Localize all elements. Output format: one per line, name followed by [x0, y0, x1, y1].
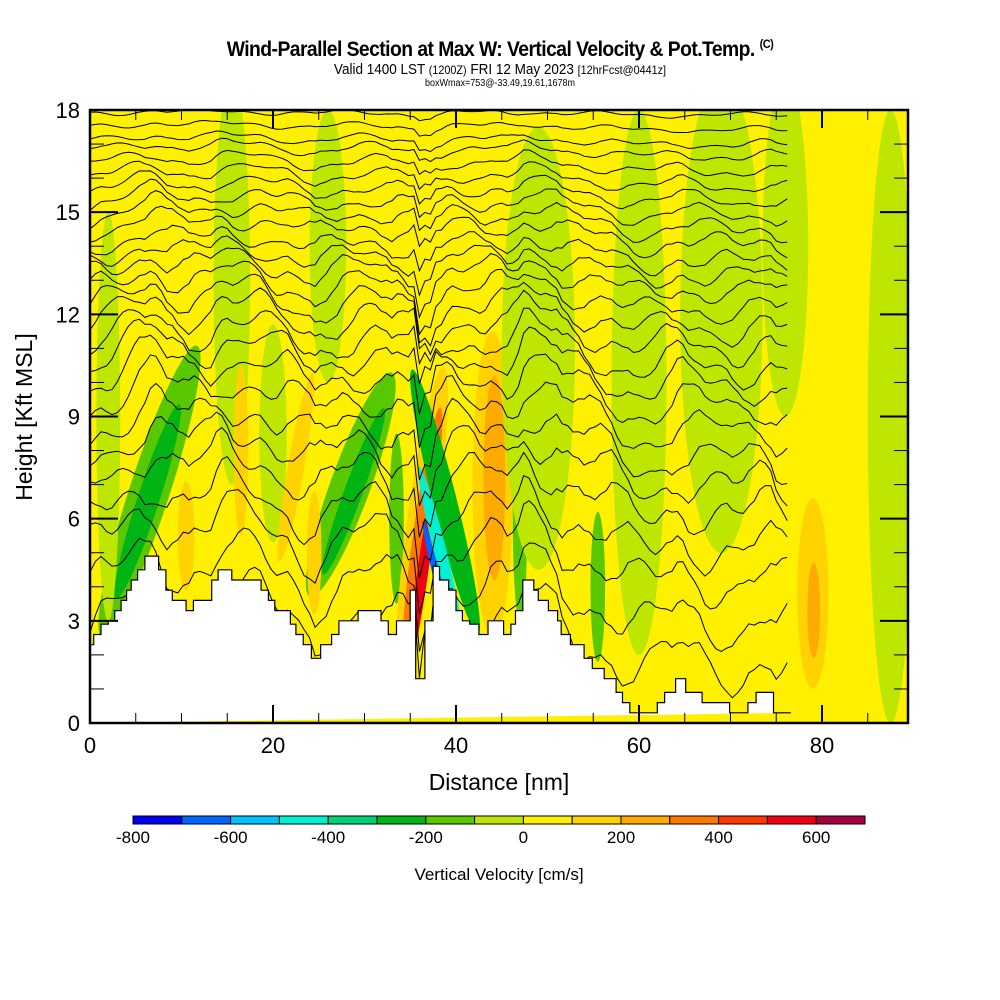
- colorbar-tick-label: 200: [607, 828, 635, 847]
- velocity-cell: [410, 369, 480, 634]
- x-tick-label: 80: [810, 733, 834, 758]
- isentrope-line: [90, 354, 788, 458]
- isentrope-line: [90, 382, 788, 486]
- isentrope-line: [90, 455, 788, 579]
- colorbar-swatch: [620, 815, 671, 825]
- velocity-cell: [306, 491, 322, 615]
- colorbar-tick-label: 600: [802, 828, 830, 847]
- isentrope-line: [90, 178, 788, 227]
- colorbar-swatch: [571, 815, 622, 825]
- colorbar-swatch: [766, 815, 817, 825]
- isentrope-line: [90, 110, 788, 122]
- isentrope-line: [90, 287, 788, 369]
- x-tick-label: 0: [84, 733, 96, 758]
- colorbar-swatch: [522, 815, 573, 825]
- isentrope-line: [90, 99, 787, 108]
- y-tick-label: 18: [56, 98, 80, 123]
- y-tick-label: 0: [68, 711, 80, 736]
- colorbar-tick-label: -600: [214, 828, 248, 847]
- velocity-cell: [233, 365, 249, 536]
- isentrope-line: [90, 137, 788, 163]
- y-tick-label: 6: [68, 507, 80, 532]
- x-tick-label: 40: [444, 733, 468, 758]
- colorbar-swatch: [669, 815, 720, 825]
- axes: 0 20 40 60 80 0 3 6 9 12 15 18: [56, 98, 908, 758]
- isentrope-line: [90, 235, 788, 297]
- colorbar-swatch: [278, 815, 329, 825]
- x-tick-label: 20: [261, 733, 285, 758]
- isentrope-line: [90, 411, 788, 507]
- velocity-cell: [177, 481, 195, 591]
- colorbar-tick-label: -200: [409, 828, 443, 847]
- colorbar-tick-label: -400: [311, 828, 345, 847]
- chart-title: Wind-Parallel Section at Max W: Vertical…: [40, 37, 960, 62]
- velocity-cell: [680, 110, 763, 553]
- velocity-cell: [762, 110, 809, 417]
- chart-title-text: Wind-Parallel Section at Max W: Vertical…: [226, 38, 756, 61]
- isentrope-line: [90, 224, 788, 277]
- boxwmax-info: boxWmax=753@-33.49,19.61,1678m: [425, 78, 575, 89]
- isentrope-line: [90, 334, 788, 426]
- colorbar-swatch: [181, 815, 232, 825]
- isentrope-line: [90, 273, 788, 348]
- isentrope-line: [90, 149, 788, 177]
- velocity-cell: [611, 110, 667, 655]
- isentrope-line: [90, 190, 788, 244]
- velocity-cell: [322, 408, 385, 575]
- terrain-profile: [90, 555, 791, 723]
- y-tick-label: 3: [68, 609, 80, 634]
- isentrope-line: [90, 170, 788, 210]
- colorbar-swatch: [718, 815, 768, 825]
- forecast-info: [12hrFcst@0441z]: [577, 63, 667, 77]
- isentrope-line: [90, 130, 788, 153]
- velocity-cell: [590, 511, 606, 662]
- colorbar-swatch: [230, 815, 280, 825]
- velocity-cell: [483, 375, 506, 580]
- isentrope-line: [90, 426, 788, 538]
- y-tick-label: 15: [56, 200, 80, 225]
- colorbar: -800 -600 -400 -200 0 200 400 600: [116, 815, 866, 847]
- copyright-mark: (C): [759, 37, 774, 51]
- colorbar-tick-label: 0: [519, 828, 528, 847]
- x-axis-label: Distance [nm]: [429, 769, 570, 795]
- colorbar-swatch: [132, 815, 183, 825]
- isentrope-line: [90, 318, 788, 408]
- velocity-cell: [259, 324, 287, 543]
- colorbar-swatch: [425, 815, 476, 825]
- isentrope-line: [90, 205, 788, 259]
- isentrope-line: [90, 307, 788, 391]
- isentrope-line: [90, 247, 788, 319]
- isentrope-line: [90, 119, 788, 137]
- x-tick-label: 60: [627, 733, 651, 758]
- isentrope-line: [90, 260, 788, 336]
- isentrope-line: [90, 489, 788, 615]
- valid-date: FRI 12 May 2023: [470, 61, 574, 78]
- y-tick-label: 12: [56, 302, 80, 327]
- isentrope-line: [90, 160, 788, 193]
- chart-subtitle: Valid 1400 LST (1200Z) FRI 12 May 2023 […: [50, 61, 950, 78]
- colorbar-swatch: [815, 815, 866, 825]
- valid-time-lst: Valid 1400 LST: [333, 61, 426, 78]
- y-tick-label: 9: [68, 405, 80, 430]
- velocity-cell: [277, 373, 315, 562]
- velocity-cell: [807, 562, 821, 659]
- colorbar-tick-label: -800: [116, 828, 150, 847]
- colorbar-tick-label: 400: [704, 828, 732, 847]
- y-axis-label: Height [Kft MSL]: [11, 333, 37, 500]
- colorbar-label: Vertical Velocity [cm/s]: [414, 865, 583, 884]
- valid-time-utc: (1200Z): [428, 63, 467, 77]
- colorbar-swatch: [474, 815, 524, 825]
- colorbar-swatch: [327, 815, 378, 825]
- terrain-mask: [90, 555, 791, 723]
- colorbar-swatch: [376, 815, 427, 825]
